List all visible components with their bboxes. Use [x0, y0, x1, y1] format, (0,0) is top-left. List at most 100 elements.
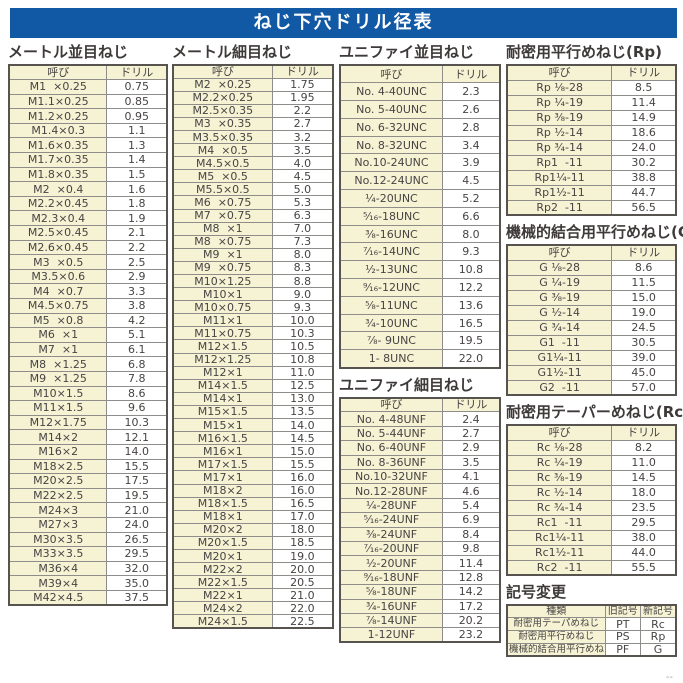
table-row: M3 ×0.35 2.7 — [172, 116, 334, 131]
name-cell: M6 ×1 — [8, 327, 108, 343]
table-row: G ¹⁄₈-28 8.6 — [506, 259, 677, 276]
table-row: M17×1.5 15.5 — [172, 457, 334, 472]
value-cell: 20.0 — [271, 562, 334, 577]
table-row: ⁷⁄₈-14UNF 20.2 — [339, 612, 501, 629]
table-row: Rp ¹⁄₂-14 18.6 — [506, 124, 677, 141]
name-cell: M20×1.5 — [172, 535, 273, 550]
value-cell: 1.1 — [106, 122, 168, 139]
column-header: ドリル — [441, 64, 501, 84]
name-cell: No. 8-36UNF — [339, 454, 443, 471]
value-cell: 1.6 — [106, 181, 168, 197]
name-cell: M22×2.5 — [8, 487, 108, 504]
name-cell: Rp ¹⁄₄-19 — [506, 94, 613, 111]
table-row: M9 ×1 8.0 — [172, 247, 334, 262]
table-row: M18×1.5 16.5 — [172, 496, 334, 511]
value-cell: 35.0 — [106, 575, 168, 591]
value-cell: 10.0 — [271, 313, 334, 328]
table-row: ¹⁄₂-20UNF 11.4 — [339, 555, 501, 571]
value-cell: 17.2 — [441, 598, 501, 614]
value-cell: 1.4 — [106, 152, 168, 168]
table-row: 機械的結合用平行めねじ PF G — [506, 642, 677, 657]
value-cell: 23.2 — [441, 627, 501, 643]
value-cell: 3.8 — [106, 298, 168, 314]
value-cell: 30.5 — [611, 334, 677, 351]
table-row: No. 8-32UNC 3.4 — [339, 135, 501, 155]
table-row: ⁹⁄₁₆-12UNC 12.2 — [339, 278, 501, 297]
value-cell: 8.6 — [106, 385, 168, 402]
name-cell: M1.4×0.3 — [8, 122, 108, 139]
value-cell: 12.2 — [441, 278, 501, 297]
name-cell: M2.2×0.45 — [8, 195, 108, 212]
table-row: No.10-32UNF 4.1 — [339, 468, 501, 485]
value-cell: 2.9 — [106, 268, 168, 285]
name-cell: No.10-32UNF — [339, 468, 443, 485]
value-cell: 0.85 — [106, 93, 168, 110]
name-cell: M8 ×0.75 — [172, 234, 273, 249]
value-cell: 2.9 — [441, 440, 501, 456]
value-cell: 3.2 — [271, 129, 334, 145]
table-row: Rp ¹⁄₄-19 11.4 — [506, 94, 677, 111]
table-row: M10×0.75 9.3 — [172, 300, 334, 315]
table-row: Rc1¹⁄₂-11 44.0 — [506, 544, 677, 561]
name-cell: Rc2 -11 — [506, 559, 613, 576]
value-cell: Rp — [640, 630, 677, 644]
value-cell: 21.0 — [106, 502, 168, 518]
column-header: 種類 — [506, 604, 606, 619]
value-cell: 10.3 — [106, 414, 168, 431]
table-row: M6 ×1 5.1 — [8, 327, 168, 343]
table-row: ⁵⁄₁₆-24UNF 6.9 — [339, 512, 501, 528]
name-cell: M2 ×0.4 — [8, 181, 108, 197]
table-row: M3.5×0.6 2.9 — [8, 268, 168, 285]
name-cell: M22×2 — [172, 562, 273, 577]
name-cell: No. 4-48UNF — [339, 411, 443, 427]
value-cell: 12.8 — [441, 569, 501, 586]
value-cell: 32.0 — [106, 560, 168, 577]
name-cell: M24×1.5 — [172, 614, 273, 629]
header-row: 種類 旧記号 新記号 — [506, 604, 677, 619]
table-row: ⁵⁄₈-11UNC 13.6 — [339, 295, 501, 315]
table-row: M2 ×0.4 1.6 — [8, 181, 168, 197]
table-row: M16×1 15.0 — [172, 444, 334, 459]
g-table: 呼び ドリル G ¹⁄₈-28 8.6 G ¹⁄₄-19 11.5 G ³⁄₈-19 15.… — [506, 244, 677, 396]
table-row: M24×1.5 22.5 — [172, 614, 334, 629]
table-row: G2 -11 57.0 — [506, 379, 677, 396]
column-header: ドリル — [271, 64, 334, 79]
value-cell: 4.6 — [441, 483, 501, 499]
name-cell: ⁵⁄₈-11UNC — [339, 295, 443, 315]
table-row: M6 ×0.75 5.3 — [172, 195, 334, 210]
table-row: M20×1.5 18.5 — [172, 535, 334, 550]
value-cell: 2.2 — [106, 239, 168, 256]
column-header: 呼び — [506, 244, 613, 261]
value-cell: 18.0 — [611, 484, 677, 501]
name-cell: Rp ¹⁄₂-14 — [506, 124, 613, 141]
table-row: Rp1¹⁄₄-11 38.8 — [506, 169, 677, 186]
table-row: M8 ×0.75 7.3 — [172, 234, 334, 249]
value-cell: 2.1 — [106, 225, 168, 241]
value-cell: 44.7 — [611, 184, 677, 201]
value-cell: 3.4 — [441, 135, 501, 155]
value-cell: 11.0 — [611, 454, 677, 471]
table-row: M8 ×1 7.0 — [172, 221, 334, 236]
name-cell: M15×1.5 — [172, 404, 273, 420]
name-cell: ³⁄₈-24UNF — [339, 526, 443, 542]
table-row: M5.5×0.5 5.0 — [172, 182, 334, 197]
value-cell: 6.9 — [441, 512, 501, 528]
value-cell: 57.0 — [611, 379, 677, 396]
value-cell: 18.0 — [271, 522, 334, 537]
value-cell: PS — [604, 630, 642, 644]
name-cell: M7 ×1 — [8, 341, 108, 358]
value-cell: 10.3 — [271, 326, 334, 341]
table-row: M8 ×1.25 6.8 — [8, 356, 168, 372]
value-cell: 29.5 — [611, 514, 677, 531]
table-row: M2.2×0.45 1.8 — [8, 195, 168, 212]
value-cell: 5.3 — [271, 195, 334, 210]
metric-coarse-title: メートル並目ねじ — [8, 43, 129, 61]
table-row: M9 ×1.25 7.8 — [8, 370, 168, 387]
value-cell: 1.9 — [106, 210, 168, 227]
table-row: M16×2 14.0 — [8, 443, 168, 460]
table-row: M7 ×1 6.1 — [8, 341, 168, 358]
value-cell: 9.0 — [271, 287, 334, 302]
column-unified: ユニファイ並目ねじ 呼び ドリル No. 4-40UNC 2.3 No. 5-40UN… — [339, 43, 501, 644]
table-row: M2.5×0.45 2.1 — [8, 225, 168, 241]
value-cell: 56.5 — [611, 199, 677, 216]
